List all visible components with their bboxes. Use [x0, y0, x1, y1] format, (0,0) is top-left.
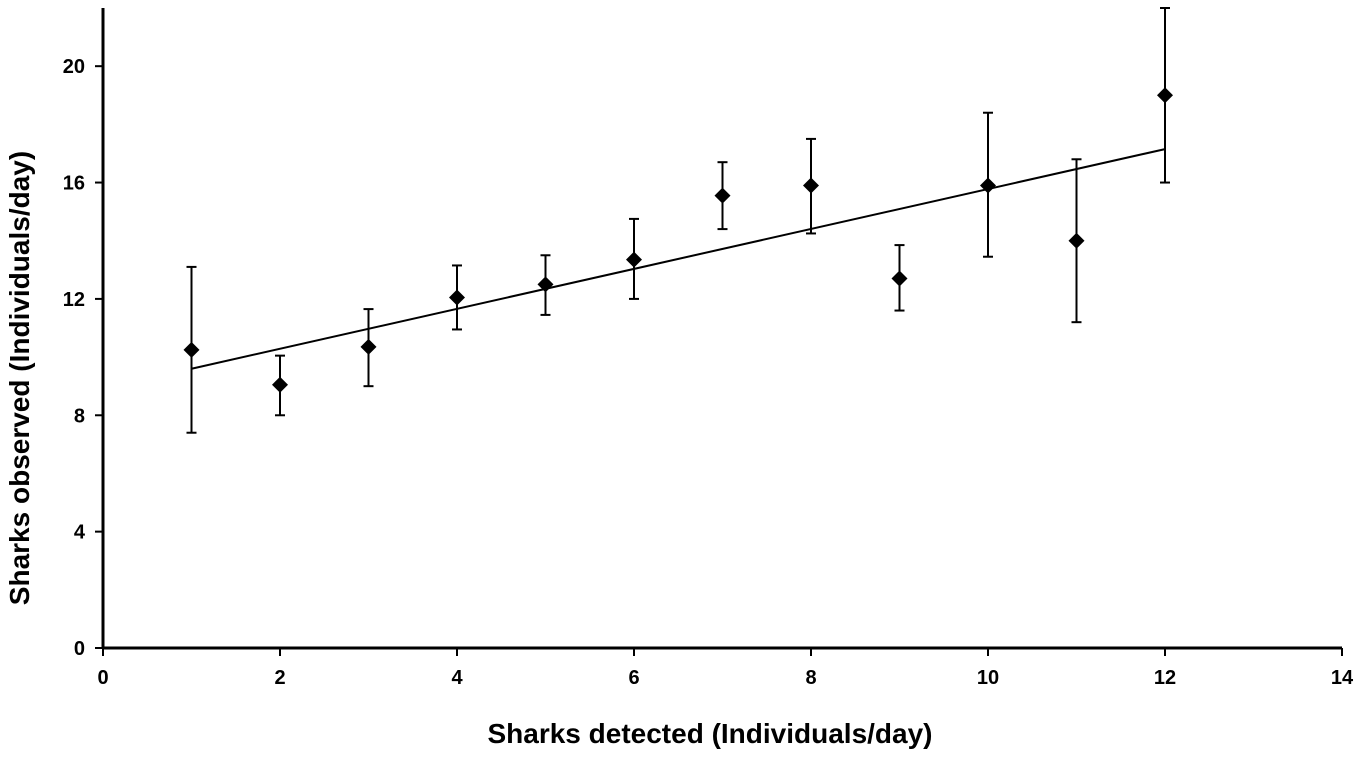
data-point-diamond	[1157, 87, 1173, 104]
x-tick-label: 8	[805, 667, 816, 689]
data-point-diamond	[272, 376, 288, 393]
axes	[101, 8, 1342, 650]
y-tick-label: 4	[74, 522, 86, 544]
x-tick-label: 12	[1154, 667, 1176, 689]
x-tick-label: 0	[97, 667, 108, 689]
y-tick-label: 20	[63, 56, 85, 78]
y-tick-label: 12	[63, 289, 85, 311]
trendline-group	[191, 148, 1166, 370]
x-axis-title: Sharks detected (Individuals/day)	[487, 718, 932, 749]
x-tick-label: 2	[274, 667, 285, 689]
y-axis-ticks: 0 4 8 12 16 20	[63, 56, 103, 660]
data-point-diamond	[803, 177, 819, 194]
y-tick-label: 16	[63, 173, 85, 195]
y-axis-title: Sharks observed (Individuals/day)	[4, 151, 35, 605]
x-tick-label: 6	[628, 667, 639, 689]
x-tick-label: 14	[1331, 667, 1354, 689]
data-point-diamond	[626, 251, 642, 268]
data-point-diamond	[980, 177, 996, 194]
data-point-diamond	[449, 289, 465, 306]
data-points	[183, 87, 1173, 393]
error-bars	[186, 7, 1170, 434]
y-tick-label: 8	[74, 405, 85, 427]
x-axis-ticks: 0 2 4 6 8 10 12 14	[97, 648, 1354, 689]
y-tick-label: 0	[74, 638, 85, 660]
trendline	[191, 148, 1166, 370]
data-point-diamond	[537, 276, 554, 293]
data-point-diamond	[714, 187, 731, 204]
x-tick-label: 10	[977, 667, 999, 689]
x-tick-label: 4	[451, 667, 463, 689]
data-point-diamond	[183, 341, 200, 358]
data-point-diamond	[891, 270, 908, 287]
data-point-diamond	[360, 338, 377, 355]
data-point-diamond	[1068, 232, 1085, 249]
